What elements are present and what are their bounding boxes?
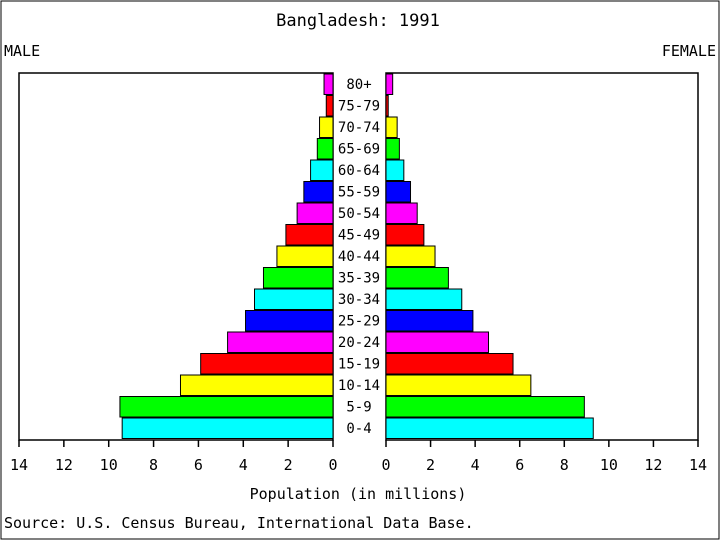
male-tick-label: 6 (194, 456, 203, 474)
age-group-label: 15-19 (338, 357, 380, 373)
male-bar (285, 224, 334, 246)
female-tick-label: 8 (560, 456, 569, 474)
source-note: Source: U.S. Census Bureau, Internationa… (4, 514, 474, 532)
male-bar (262, 267, 334, 289)
male-tick-label: 0 (328, 456, 337, 474)
chart-title: Bangladesh: 1991 (276, 11, 440, 31)
male-bar (200, 353, 334, 375)
male-bar (296, 202, 334, 224)
male-bar (303, 181, 334, 203)
male-bar (227, 331, 334, 353)
x-axis-label: Population (in millions) (250, 485, 467, 503)
female-label: FEMALE (662, 42, 716, 60)
age-group-label: 0-4 (346, 421, 371, 437)
male-bar (254, 288, 334, 310)
female-bar (385, 159, 405, 181)
male-label: MALE (4, 42, 40, 60)
male-bar (325, 95, 334, 117)
female-tick-label: 14 (689, 456, 707, 474)
age-group-label: 55-59 (338, 185, 380, 201)
male-bar (245, 310, 334, 332)
female-bar (385, 310, 474, 332)
female-tick-label: 10 (600, 456, 618, 474)
male-bar (121, 417, 334, 439)
male-axis-ticks: 14 12 10 8 6 4 2 0 (10, 440, 338, 474)
male-tick-label: 10 (100, 456, 118, 474)
female-bar (385, 331, 490, 353)
age-group-label: 50-54 (338, 206, 380, 222)
age-group-label: 40-44 (338, 249, 380, 265)
female-bar (385, 374, 532, 396)
age-group-label: 80+ (346, 77, 371, 93)
female-bar (385, 417, 594, 439)
female-tick-label: 12 (644, 456, 662, 474)
female-bar (385, 116, 398, 138)
male-tick-label: 2 (284, 456, 293, 474)
female-bar (385, 138, 400, 160)
male-bars (119, 73, 334, 439)
age-group-label: 75-79 (338, 99, 380, 115)
age-group-label: 10-14 (338, 378, 380, 394)
female-bar (385, 396, 585, 418)
male-bar (316, 138, 334, 160)
age-group-label: 65-69 (338, 142, 380, 158)
age-group-label: 5-9 (346, 400, 371, 416)
male-bar (310, 159, 334, 181)
male-bar (179, 374, 334, 396)
age-group-label: 60-64 (338, 163, 380, 179)
female-bar (385, 224, 425, 246)
male-tick-label: 14 (10, 456, 28, 474)
male-bar (276, 245, 334, 267)
age-group-label: 20-24 (338, 335, 380, 351)
female-bar (385, 73, 394, 95)
female-bar (385, 288, 463, 310)
male-tick-label: 12 (55, 456, 73, 474)
female-bar (385, 202, 418, 224)
female-tick-label: 4 (471, 456, 480, 474)
female-bars (385, 73, 594, 439)
male-bar (323, 73, 334, 95)
age-group-label: 70-74 (338, 120, 380, 136)
age-group-label: 30-34 (338, 292, 380, 308)
female-bar (385, 95, 389, 117)
female-tick-label: 0 (381, 456, 390, 474)
female-bar (385, 181, 412, 203)
female-bar (385, 267, 449, 289)
age-group-label: 45-49 (338, 228, 380, 244)
age-group-label: 25-29 (338, 314, 380, 330)
male-tick-label: 8 (149, 456, 158, 474)
male-bar (119, 396, 334, 418)
female-tick-label: 6 (515, 456, 524, 474)
male-bar (319, 116, 334, 138)
female-bar (385, 245, 436, 267)
age-group-label: 35-39 (338, 271, 380, 287)
male-tick-label: 4 (239, 456, 248, 474)
female-bar (385, 353, 514, 375)
female-tick-label: 2 (426, 456, 435, 474)
female-axis-ticks: 0 2 4 6 8 10 12 14 (381, 440, 707, 474)
age-group-labels: 80+ 75-79 70-74 65-69 60-64 55-59 50-54 45-49 40… (338, 77, 380, 437)
